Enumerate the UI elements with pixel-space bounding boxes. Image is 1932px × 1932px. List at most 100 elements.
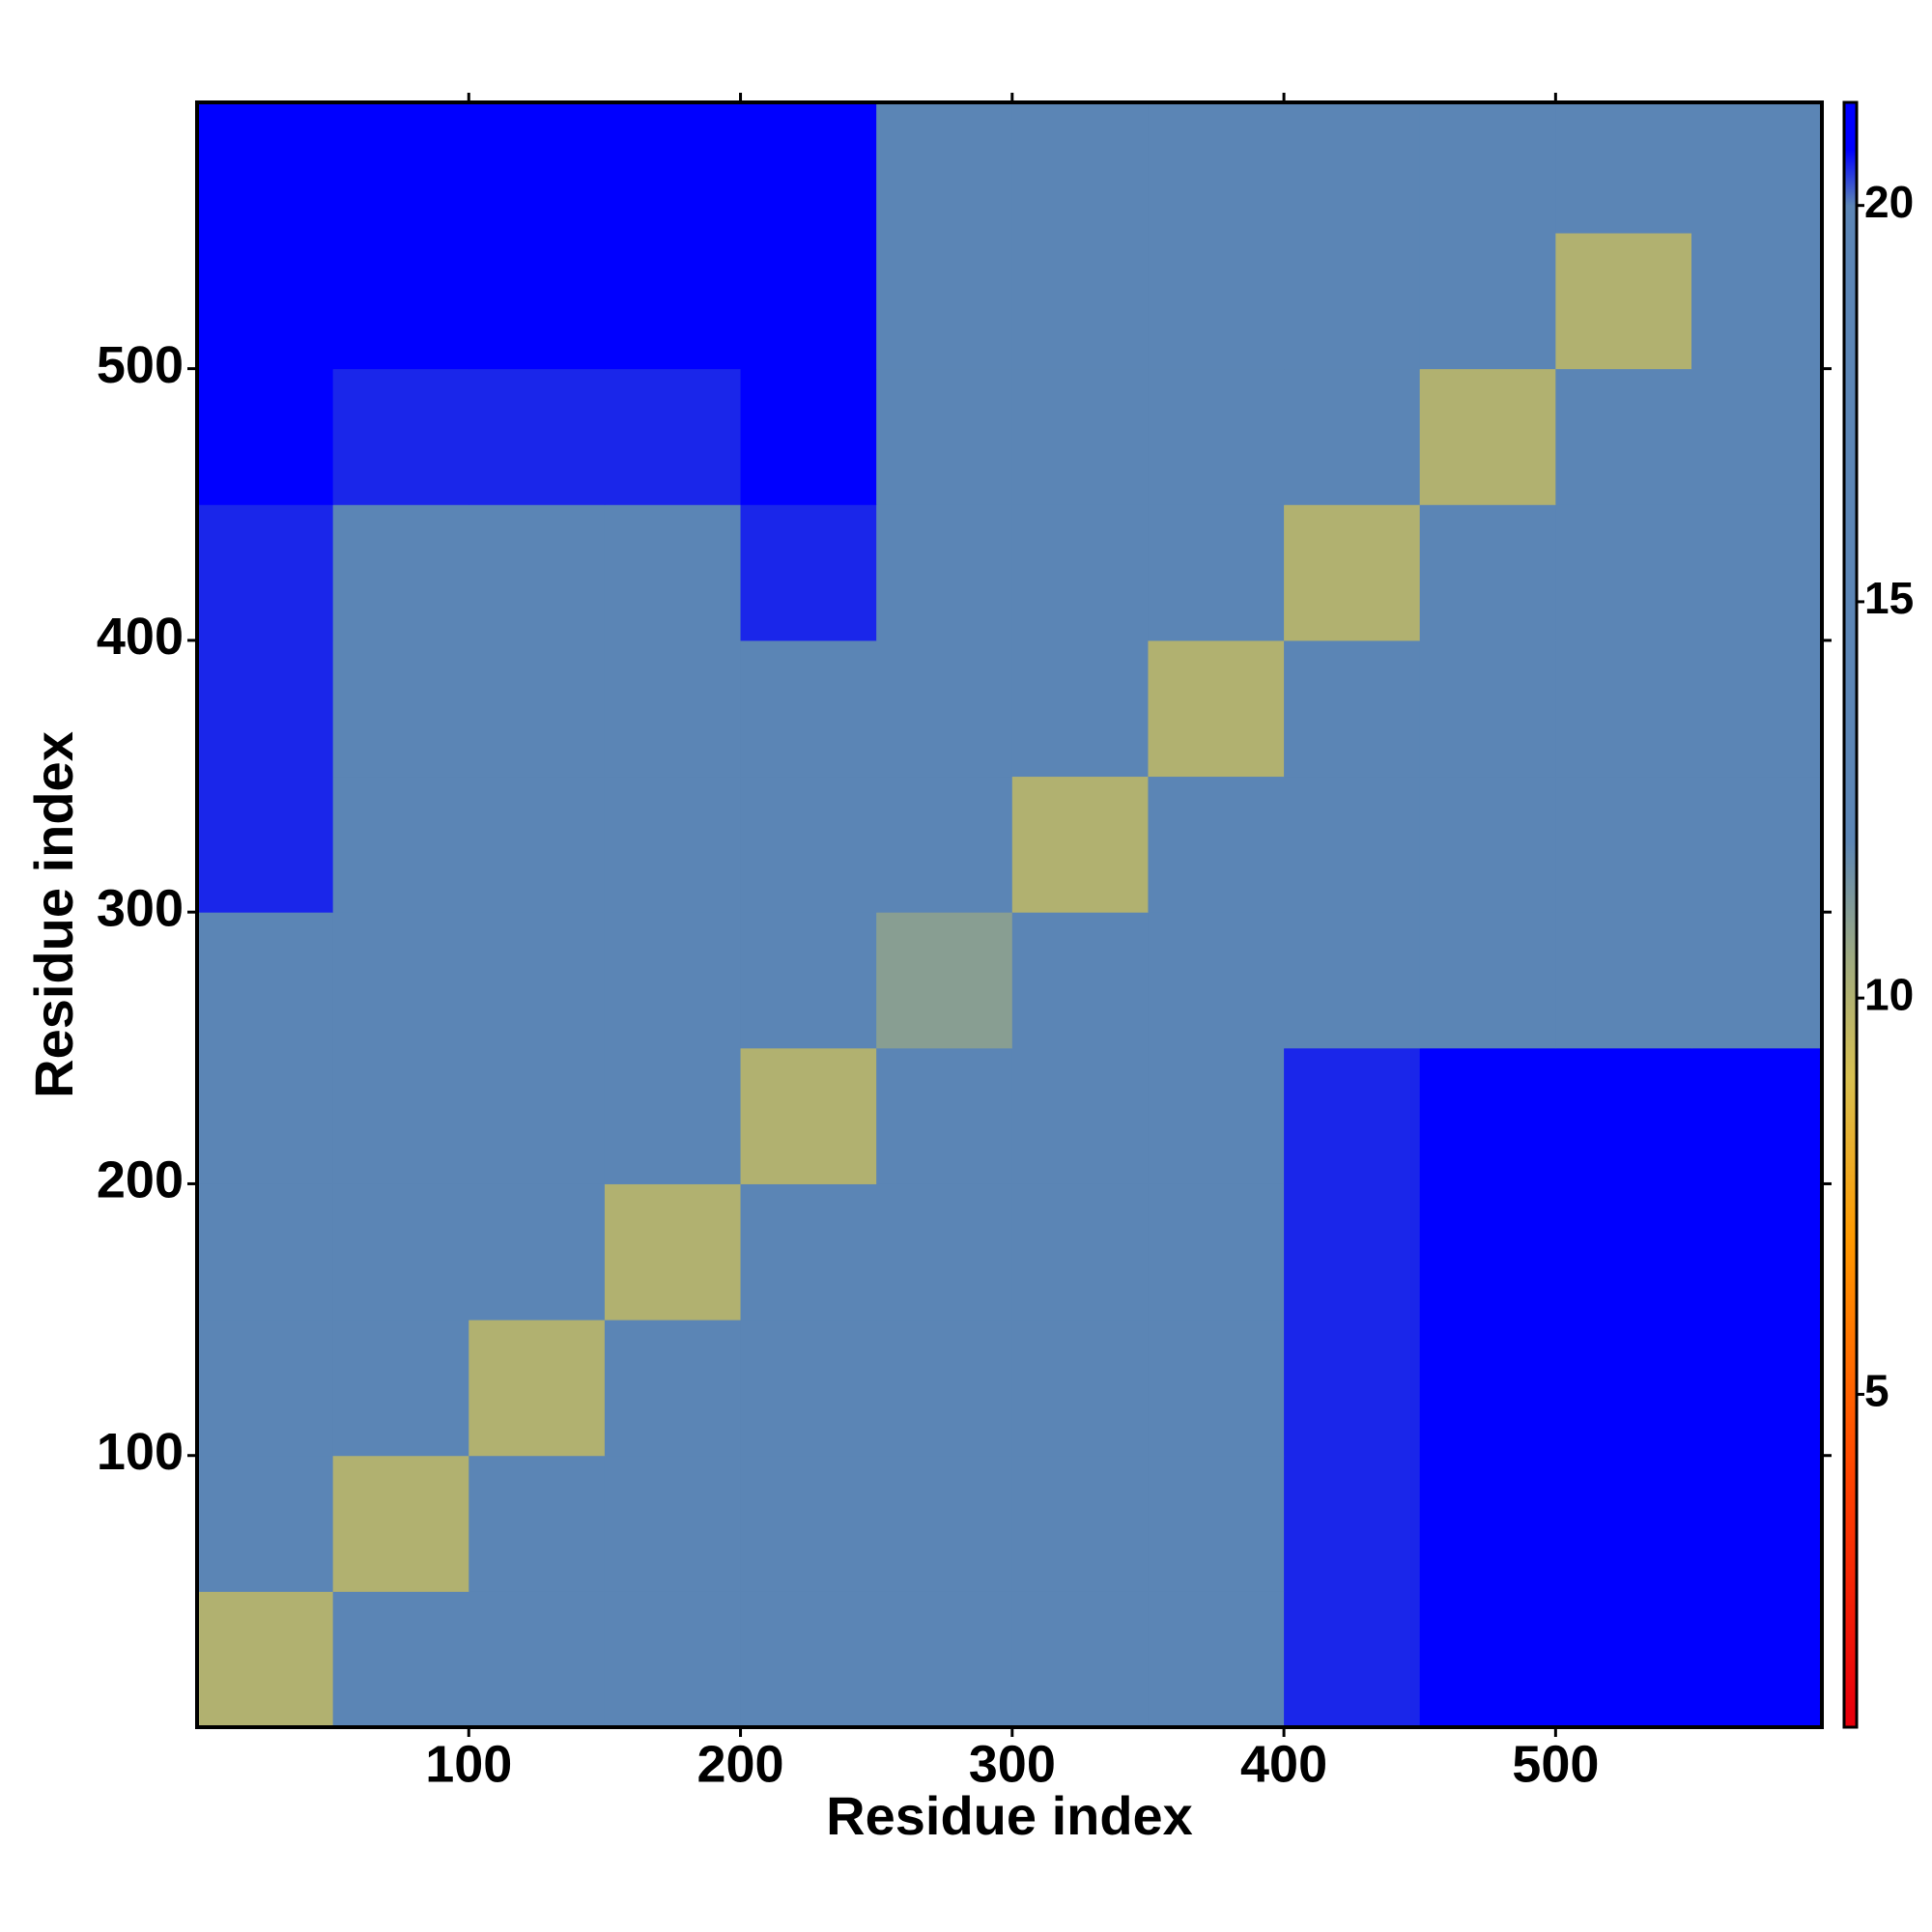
heatmap-cell [1690, 102, 1823, 234]
y-tick-label: 200 [97, 1151, 184, 1209]
heatmap-cell [604, 504, 742, 641]
heatmap-cell [197, 1455, 334, 1592]
heatmap-cell [740, 1591, 877, 1728]
y-tick-label: 400 [97, 608, 184, 666]
heatmap-cell [1011, 1183, 1149, 1321]
heatmap-cell [1690, 1320, 1823, 1457]
heatmap-cell [1690, 368, 1823, 505]
heatmap-cell [1555, 1591, 1692, 1728]
heatmap-cell [1555, 639, 1692, 778]
heatmap-cell [469, 776, 606, 913]
heatmap-cell [1690, 1047, 1823, 1184]
heatmap-cell [604, 368, 742, 505]
colorbar-tick-label: 5 [1864, 1366, 1889, 1416]
heatmap-cell [1284, 1183, 1421, 1321]
heatmap-cell [332, 1183, 469, 1321]
heatmap-cell [469, 639, 606, 778]
heatmap-cell [876, 1591, 1013, 1728]
heatmap-cell [1011, 368, 1149, 505]
heatmap-cell [876, 1183, 1013, 1321]
heatmap-cell [469, 912, 606, 1049]
heatmap-cell [197, 639, 334, 778]
heatmap-cell [740, 1320, 877, 1457]
heatmap-cell [1419, 1183, 1556, 1321]
heatmap-cell [740, 1183, 877, 1321]
y-axis-label: Residue index [23, 731, 84, 1098]
plot-frame [195, 100, 1824, 1729]
heatmap-cell [1555, 102, 1692, 234]
heatmap-cell [740, 504, 877, 641]
heatmap-cell [1011, 639, 1149, 778]
heatmap-cell [740, 776, 877, 913]
y-tick-label: 100 [97, 1423, 184, 1481]
heatmap-cell [332, 504, 469, 641]
heatmap-cell [604, 1320, 742, 1457]
heatmap-cell [197, 776, 334, 913]
heatmap-cell [1555, 1320, 1692, 1457]
heatmap-cell [1690, 639, 1823, 778]
heatmap-cell [1148, 639, 1285, 778]
x-tick-label: 200 [696, 1735, 783, 1793]
colorbar [1842, 100, 1859, 1729]
heatmap-cell [332, 1591, 469, 1728]
heatmap-cell [1419, 912, 1556, 1049]
heatmap-cell [1148, 102, 1285, 234]
heatmap-cell [1011, 1455, 1149, 1592]
heatmap-cell [1284, 102, 1421, 234]
heatmap-cell [604, 639, 742, 778]
heatmap-cell [876, 639, 1013, 778]
y-tick-label: 300 [97, 879, 184, 937]
heatmap-cell [1419, 776, 1556, 913]
colorbar-tick-label: 20 [1864, 177, 1914, 227]
heatmap-cell [1690, 912, 1823, 1049]
heatmap-cell [1419, 504, 1556, 641]
heatmap-cell [1284, 1320, 1421, 1457]
x-tick-label: 100 [425, 1735, 512, 1793]
heatmap-cell [332, 1320, 469, 1457]
heatmap-cell [1419, 1591, 1556, 1728]
x-axis-label: Residue index [826, 1785, 1193, 1846]
colorbar-tick-label: 15 [1864, 573, 1914, 623]
heatmap-cell [1284, 639, 1421, 778]
heatmap-cell [604, 1183, 742, 1321]
heatmap-cell [1011, 1047, 1149, 1184]
x-tick-label: 500 [1512, 1735, 1599, 1793]
heatmap-cell [876, 1320, 1013, 1457]
heatmap-cell [1148, 504, 1285, 641]
heatmap-cell [332, 233, 469, 370]
heatmap-cell [1419, 102, 1556, 234]
heatmap-cell [1148, 912, 1285, 1049]
heatmap-cell [1148, 776, 1285, 913]
heatmap-cell [740, 233, 877, 370]
heatmap-cell [1555, 1455, 1692, 1592]
heatmap-cell [1148, 1183, 1285, 1321]
heatmap-cell [740, 1047, 877, 1184]
heatmap-cell [876, 233, 1013, 370]
heatmap-cell [1284, 1591, 1421, 1728]
heatmap-cell [876, 504, 1013, 641]
heatmap-cell [1284, 1047, 1421, 1184]
heatmap-cell [1555, 912, 1692, 1049]
heatmap-cell [1284, 1455, 1421, 1592]
heatmap-cell [197, 1320, 334, 1457]
heatmap-cell [469, 504, 606, 641]
heatmap-cell [1011, 233, 1149, 370]
heatmap-cell [332, 1455, 469, 1592]
heatmap-cell [469, 102, 606, 234]
heatmap-cell [604, 1455, 742, 1592]
heatmap-cell [1148, 368, 1285, 505]
heatmap-cell [1419, 233, 1556, 370]
heatmap-cell [1690, 776, 1823, 913]
heatmap-cell [197, 368, 334, 505]
heatmap-cell [332, 1047, 469, 1184]
heatmap-cell [876, 102, 1013, 234]
heatmap-cell [469, 1320, 606, 1457]
heatmap-cell [197, 233, 334, 370]
heatmap-cell [197, 1047, 334, 1184]
heatmap-cell [604, 233, 742, 370]
heatmap-cell [740, 368, 877, 505]
heatmap-cell [469, 1455, 606, 1592]
heatmap-cell [469, 233, 606, 370]
heatmap-cell [332, 776, 469, 913]
